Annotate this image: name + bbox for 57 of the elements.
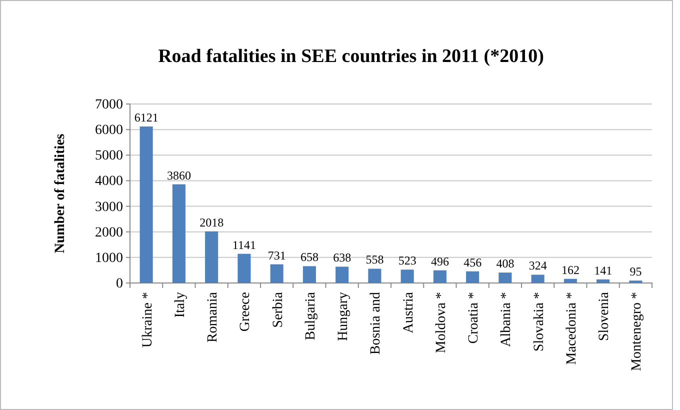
bar	[238, 254, 251, 283]
y-tick-label: 5000	[95, 148, 123, 164]
y-tick-label: 1000	[95, 250, 123, 266]
data-label: 141	[594, 263, 612, 278]
x-tick-label: Ukraine *	[140, 292, 156, 348]
y-axis-title: Number of fatalities	[53, 133, 68, 254]
data-label: 324	[528, 258, 547, 273]
data-label: 3860	[166, 168, 191, 182]
bar	[172, 184, 186, 283]
bar	[564, 278, 577, 283]
y-tick-label: 6000	[95, 123, 123, 138]
bar	[400, 270, 414, 283]
x-tick-label: Bosnia and	[368, 292, 384, 355]
data-label: 496	[430, 254, 449, 268]
data-label: 523	[398, 254, 416, 268]
bar	[368, 268, 382, 283]
data-label: 6121	[134, 110, 158, 124]
bar	[205, 231, 218, 283]
bar	[433, 270, 446, 283]
data-label: 731	[268, 248, 286, 262]
data-label: 95	[630, 264, 642, 279]
x-tick-label: Moldova *	[434, 292, 449, 354]
bar	[466, 271, 480, 283]
data-label: 408	[496, 256, 514, 271]
data-label: 162	[561, 262, 580, 277]
x-tick-label: Romania	[206, 291, 221, 343]
bar	[140, 126, 153, 283]
y-tick-label: 4000	[95, 174, 123, 190]
data-label: 1141	[232, 238, 256, 252]
x-tick-label: Montenegro *	[630, 292, 645, 371]
data-label: 638	[333, 250, 352, 265]
x-tick-label: Slovakia *	[532, 292, 547, 352]
x-tick-label: Bulgaria	[303, 291, 318, 340]
chart-title: Road fatalities in SEE countries in 2011 (*2010)	[158, 46, 544, 67]
bar	[596, 279, 610, 283]
bar	[302, 266, 316, 283]
x-tick-label: Hungary	[336, 292, 352, 341]
data-label: 558	[366, 252, 384, 267]
x-tick-label: Serbia	[270, 291, 286, 328]
bar	[336, 266, 349, 283]
x-tick-label: Macedonia *	[564, 292, 580, 365]
y-tick-label: 3000	[95, 200, 123, 215]
bar	[270, 264, 284, 283]
x-tick-label: Austria	[401, 291, 416, 334]
data-label: 2018	[200, 215, 224, 230]
data-label: 658	[300, 250, 318, 264]
x-tick-label: Croatia *	[466, 292, 482, 344]
x-tick-label: Italy	[172, 292, 188, 318]
y-tick-label: 7000	[95, 97, 123, 112]
y-tick-label: 2000	[95, 225, 123, 240]
y-tick-label: 0	[116, 276, 123, 292]
x-tick-label: Greece	[238, 292, 254, 332]
data-label: 456	[464, 255, 482, 270]
x-tick-label: Slovenia	[597, 291, 612, 341]
bar	[531, 274, 544, 283]
x-tick-label: Albania *	[499, 292, 514, 347]
bar	[498, 272, 512, 283]
